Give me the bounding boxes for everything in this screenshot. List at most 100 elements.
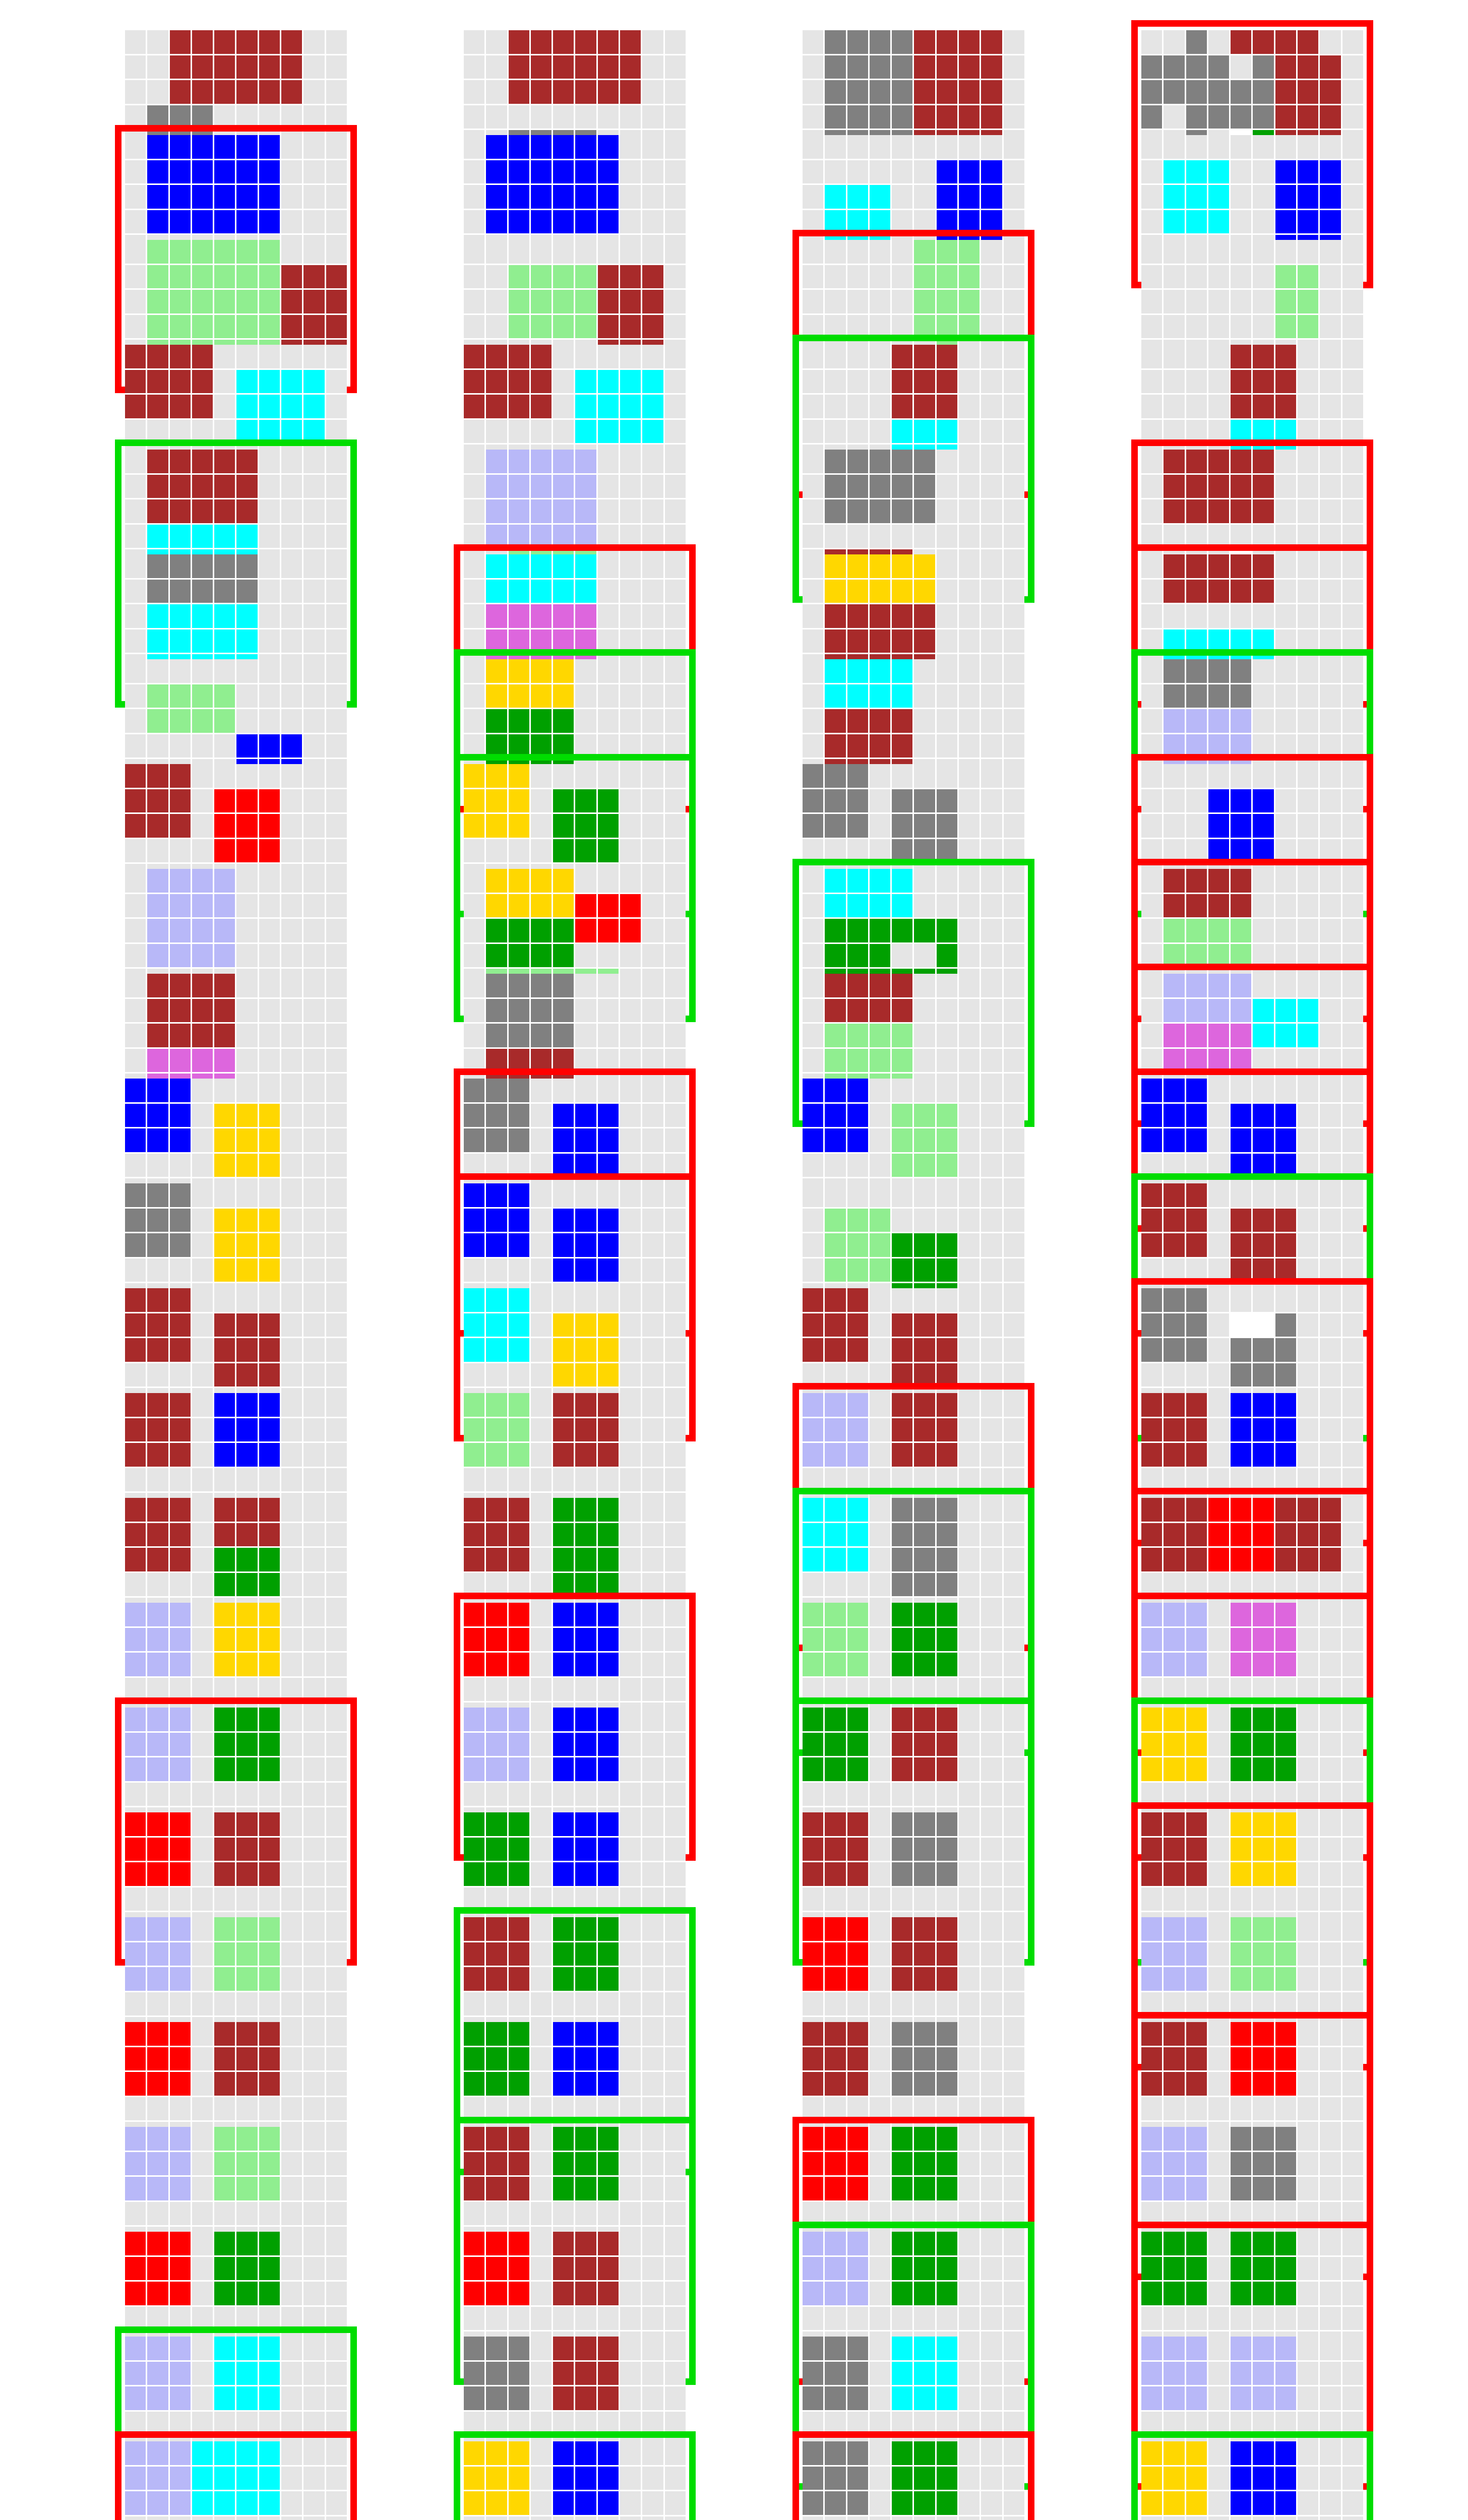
grid-cell xyxy=(664,1258,686,1282)
grid-cell xyxy=(1342,395,1363,418)
grid-cell xyxy=(1003,684,1024,708)
grid-cell xyxy=(553,369,574,393)
grid-cell xyxy=(508,30,529,54)
grid-cell xyxy=(147,369,168,393)
grid-cell xyxy=(597,105,619,129)
grid-cell xyxy=(1320,80,1341,104)
grid-cell xyxy=(303,789,325,812)
grid-cell xyxy=(664,1183,686,1207)
grid-cell xyxy=(869,419,891,443)
grid-cell xyxy=(664,1153,686,1177)
grid-cell xyxy=(169,265,191,288)
grid-cell xyxy=(236,499,258,523)
grid-cell xyxy=(1208,1048,1230,1072)
grid-cell xyxy=(147,80,168,104)
grid-cell xyxy=(1320,554,1341,578)
grid-cell xyxy=(486,894,507,917)
grid-cell xyxy=(281,1128,302,1152)
grid-cell xyxy=(597,1103,619,1127)
grid-cell xyxy=(869,474,891,498)
grid-cell xyxy=(642,659,663,683)
grid-cell xyxy=(597,135,619,159)
grid-cell xyxy=(1320,839,1341,862)
grid-cell xyxy=(1253,1208,1274,1232)
grid-cell xyxy=(1298,30,1319,54)
grid-cell xyxy=(486,684,507,708)
grid-cell xyxy=(642,345,663,368)
grid-cell xyxy=(1141,1153,1163,1177)
grid-cell xyxy=(214,974,235,997)
grid-cell xyxy=(936,919,958,942)
grid-cell xyxy=(169,734,191,758)
grid-cell xyxy=(464,1079,485,1102)
grid-cell xyxy=(303,1313,325,1337)
grid-cell xyxy=(892,869,913,893)
grid-cell xyxy=(464,554,485,578)
grid-cell xyxy=(508,1183,529,1207)
grid-cell xyxy=(936,554,958,578)
grid-cell xyxy=(326,1153,347,1177)
grid-cell xyxy=(1253,734,1274,758)
grid-cell xyxy=(1186,1103,1207,1127)
grid-cell xyxy=(981,1079,1002,1102)
grid-cell xyxy=(530,579,552,603)
grid-cell xyxy=(1186,1233,1207,1257)
grid-cell xyxy=(847,345,868,368)
grid-cell xyxy=(642,684,663,708)
grid-cell xyxy=(1342,1048,1363,1072)
grid-cell xyxy=(936,1258,958,1282)
grid-cell xyxy=(575,1079,596,1102)
grid-cell xyxy=(1208,764,1230,788)
grid-cell xyxy=(486,1233,507,1257)
grid-cell xyxy=(1141,814,1163,838)
grid-cell xyxy=(530,734,552,758)
grid-cell xyxy=(1298,1258,1319,1282)
grid-cell xyxy=(326,943,347,967)
grid-cell xyxy=(620,764,641,788)
grid-cell xyxy=(147,135,168,159)
grid-cell xyxy=(914,240,935,264)
grid-cell xyxy=(1164,240,1185,264)
grid-cell xyxy=(464,474,485,498)
grid-cell xyxy=(825,764,846,788)
grid-cell xyxy=(169,659,191,683)
grid-cell xyxy=(620,919,641,942)
grid-cell xyxy=(981,474,1002,498)
grid-cell xyxy=(259,1288,280,1312)
grid-cell xyxy=(825,419,846,443)
grid-cell xyxy=(664,869,686,893)
grid-cell xyxy=(1342,314,1363,338)
grid-cell xyxy=(169,210,191,233)
grid-cell xyxy=(981,974,1002,997)
grid-cell xyxy=(1003,919,1024,942)
grid-cell xyxy=(508,290,529,313)
grid-cell xyxy=(803,1233,824,1257)
grid-cell xyxy=(236,734,258,758)
grid-cell xyxy=(981,1128,1002,1152)
grid-cell xyxy=(936,1233,958,1257)
grid-cell xyxy=(914,684,935,708)
grid-cell xyxy=(1164,814,1185,838)
grid-cell xyxy=(892,998,913,1022)
grid-cell xyxy=(847,579,868,603)
grid-cell xyxy=(1298,474,1319,498)
grid-cell xyxy=(169,450,191,473)
grid-cell xyxy=(642,419,663,443)
grid-cell xyxy=(508,659,529,683)
grid-cell xyxy=(508,734,529,758)
grid-cell xyxy=(847,314,868,338)
grid-cell xyxy=(1141,709,1163,733)
grid-cell xyxy=(664,524,686,548)
grid-cell xyxy=(1141,1103,1163,1127)
grid-cell xyxy=(125,345,146,368)
grid-cell xyxy=(1164,789,1185,812)
grid-cell xyxy=(1253,474,1274,498)
grid-cell xyxy=(169,1079,191,1102)
grid-cell xyxy=(259,369,280,393)
grid-cell xyxy=(1141,499,1163,523)
grid-cell xyxy=(486,764,507,788)
grid-cell xyxy=(959,345,980,368)
grid-cell xyxy=(914,604,935,628)
grid-cell xyxy=(1231,160,1252,183)
